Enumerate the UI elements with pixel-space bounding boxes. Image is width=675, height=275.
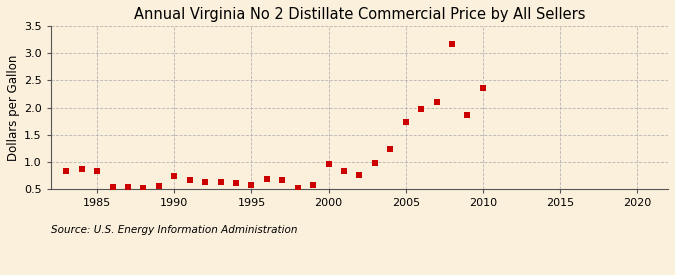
Point: [339, 169, 350, 173]
Point: [138, 186, 149, 191]
Point: [61, 169, 72, 173]
Point: [231, 181, 242, 186]
Point: [107, 185, 118, 189]
Point: [385, 147, 396, 151]
Point: [477, 85, 488, 90]
Point: [123, 185, 134, 189]
Point: [153, 183, 164, 188]
Point: [261, 177, 272, 181]
Point: [431, 100, 442, 104]
Point: [292, 186, 303, 190]
Point: [184, 177, 195, 182]
Point: [215, 180, 226, 185]
Point: [76, 167, 87, 172]
Point: [308, 183, 319, 187]
Point: [462, 113, 473, 117]
Point: [447, 42, 458, 46]
Point: [369, 161, 380, 166]
Point: [277, 177, 288, 182]
Point: [246, 182, 257, 187]
Point: [323, 162, 334, 166]
Point: [92, 169, 103, 174]
Point: [354, 172, 365, 177]
Text: Source: U.S. Energy Information Administration: Source: U.S. Energy Information Administ…: [51, 226, 298, 235]
Point: [169, 174, 180, 178]
Point: [416, 107, 427, 111]
Point: [200, 180, 211, 184]
Y-axis label: Dollars per Gallon: Dollars per Gallon: [7, 54, 20, 161]
Point: [400, 120, 411, 124]
Title: Annual Virginia No 2 Distillate Commercial Price by All Sellers: Annual Virginia No 2 Distillate Commerci…: [134, 7, 585, 22]
